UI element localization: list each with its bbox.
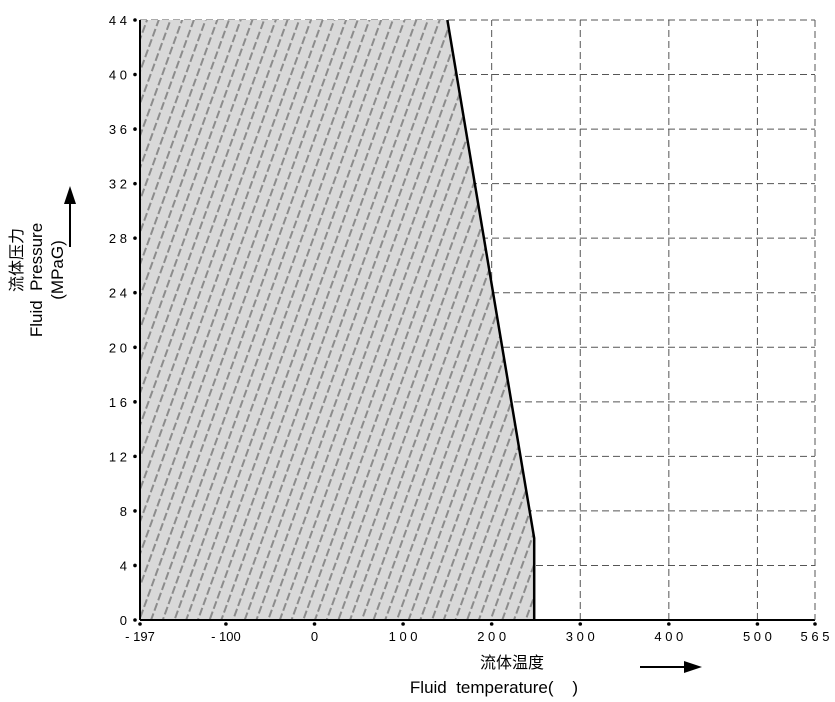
- y-tick-label: 4 0: [109, 68, 127, 83]
- x-axis-label-chinese: 流体温度: [480, 654, 544, 672]
- x-tick-label: 0: [311, 629, 318, 644]
- x-tick-label: 5 6 5: [801, 629, 830, 644]
- y-tick-mark: [133, 290, 137, 295]
- x-tick-label: 2 0 0: [477, 629, 506, 644]
- x-tick-mark: [755, 622, 760, 626]
- y-tick-label: 1 6: [109, 395, 127, 410]
- x-tick-label: 3 0 0: [566, 629, 595, 644]
- y-tick-mark: [133, 563, 137, 568]
- y-tick-mark: [133, 236, 137, 240]
- x-tick-label: - 100: [211, 629, 241, 644]
- y-tick-mark: [133, 509, 137, 513]
- x-tick-mark: [224, 622, 228, 626]
- shaded-operating-area: [140, 20, 535, 620]
- y-tick-label: 0: [120, 613, 127, 628]
- x-axis-arrow-icon: [640, 661, 702, 673]
- x-tick-mark: [401, 622, 405, 626]
- y-tick-label: 3 6: [109, 122, 127, 137]
- axes: [139, 20, 816, 621]
- x-axis-label-english: Fluid temperature( ): [410, 678, 578, 697]
- y-tick-label: 8: [120, 504, 127, 519]
- y-tick-label: 2 0: [109, 340, 127, 355]
- x-tick-mark: [667, 622, 671, 626]
- x-tick-label: - 197: [125, 629, 155, 644]
- y-axis-label-unit: (MPaG): [48, 240, 67, 300]
- y-tick-mark: [133, 454, 137, 459]
- y-tick-mark: [133, 72, 137, 77]
- y-tick-label: 3 2: [109, 177, 127, 192]
- y-tick-label: 4 4: [109, 13, 127, 28]
- y-tick-label: 2 4: [109, 286, 127, 301]
- x-tick-mark: [489, 622, 494, 626]
- x-tick-mark: [813, 622, 817, 626]
- x-tick-labels: - 197 - 100 0 1 0 0 2 0 0 3 0 0 4 0 0 5 0 0 5 6 …: [125, 622, 829, 644]
- x-tick-mark: [138, 622, 142, 626]
- boundary-line: [446, 20, 536, 620]
- x-tick-label: 5 0 0: [743, 629, 772, 644]
- y-tick-mark: [133, 618, 137, 622]
- x-tick-mark: [578, 622, 583, 626]
- operating-region: [140, 20, 536, 620]
- y-tick-mark: [133, 18, 137, 22]
- y-tick-mark: [133, 345, 137, 350]
- y-tick-label: 4: [120, 558, 127, 573]
- y-tick-mark: [133, 181, 137, 186]
- y-axis-arrow-icon: [64, 186, 76, 247]
- y-tick-label: 2 8: [109, 231, 127, 246]
- y-tick-labels: 0 4 8 1 2 1 6 2 0 2 4 2 8 3 2 3 6 4 0 4 4: [109, 13, 137, 628]
- y-tick-mark: [133, 400, 137, 404]
- y-axis-label-english: Fluid Pressure: [27, 223, 46, 337]
- y-tick-mark: [133, 127, 137, 131]
- x-tick-mark: [312, 622, 317, 626]
- y-tick-label: 1 2: [109, 449, 127, 464]
- x-tick-label: 4 0 0: [654, 629, 683, 644]
- y-axis-label-chinese: 流体压力: [8, 228, 26, 292]
- x-tick-label: 1 0 0: [389, 629, 418, 644]
